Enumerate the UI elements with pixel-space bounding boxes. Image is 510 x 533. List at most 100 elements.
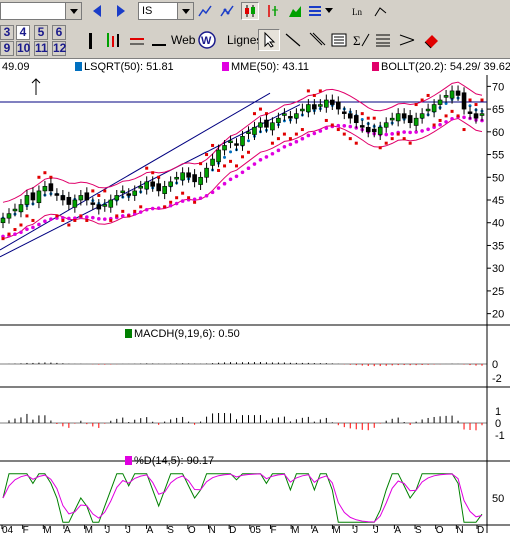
period-button-11[interactable]: 11 [34, 41, 48, 56]
candle-body [90, 202, 96, 205]
candle-body [395, 113, 401, 122]
back-button[interactable] [88, 2, 106, 20]
candle-body [162, 186, 167, 194]
candle-body [282, 113, 287, 116]
sar-point [480, 98, 484, 102]
period-button-12[interactable]: 12 [52, 41, 67, 56]
candle-body [216, 149, 221, 163]
candle-body [84, 192, 90, 201]
candle-body [126, 193, 132, 196]
sar-point [402, 137, 406, 141]
period-button-10[interactable]: 10 [16, 41, 31, 56]
candle-body [192, 174, 197, 183]
y-tick-label: 30 [492, 263, 504, 275]
sar-point [336, 128, 340, 132]
price-value: 49.09 [2, 61, 30, 73]
candle-body [330, 99, 335, 105]
web-globe-icon: W [198, 31, 216, 49]
mme-point [210, 190, 215, 195]
sar-point [330, 123, 334, 127]
candle-body [54, 193, 60, 196]
y-tick-label: 45 [492, 195, 504, 207]
log-scale-button[interactable]: Ln [350, 2, 368, 20]
hline-button[interactable] [126, 29, 148, 51]
line-points-button[interactable] [218, 2, 236, 20]
period-button-3[interactable]: 3 [0, 25, 14, 40]
candle-body [347, 113, 353, 119]
mme-point [43, 219, 47, 224]
candle-body [324, 99, 329, 108]
period-button-5[interactable]: 5 [34, 25, 48, 40]
candle-body [222, 145, 227, 151]
indicator-dropdown[interactable] [321, 2, 336, 20]
candle-body [234, 143, 239, 146]
pointer-tool-button[interactable] [258, 29, 280, 51]
web-label[interactable]: Web [171, 33, 196, 47]
ohlc-button[interactable] [263, 2, 281, 20]
list-icon [309, 6, 321, 16]
candle-body [294, 113, 299, 119]
y-tick-label: 35 [492, 240, 504, 252]
macd-pane[interactable]: 0-2 [0, 359, 510, 388]
line-tool-button[interactable] [372, 2, 390, 20]
y-tick-label: 20 [492, 309, 504, 321]
toolbar-grip[interactable] [86, 31, 96, 49]
candle-body [264, 119, 269, 128]
mme-point [342, 123, 347, 128]
x-tick-label: D [229, 525, 236, 533]
oscillator-pane[interactable]: 10-1 [0, 406, 510, 462]
period-select[interactable] [0, 2, 82, 20]
period-button-6[interactable]: 6 [52, 25, 66, 40]
trendline-tool-button[interactable] [282, 29, 304, 51]
underline-button[interactable] [148, 29, 170, 51]
candle-body [401, 113, 407, 119]
mme-point [156, 206, 161, 210]
trend-line-lower [0, 104, 301, 258]
channel-tool-button[interactable] [306, 29, 328, 51]
forward-button[interactable] [112, 2, 130, 20]
mme-point [19, 230, 23, 235]
stochastic-pane[interactable]: 50 [0, 473, 510, 526]
volume-button[interactable] [102, 29, 124, 51]
chevron-down-icon[interactable] [65, 3, 81, 19]
cursor-arrow-icon [264, 31, 276, 48]
mme-point [462, 115, 466, 120]
sar-point [312, 93, 316, 97]
retracement-tool-button[interactable] [372, 29, 394, 51]
lsqrt-point [246, 139, 250, 143]
period-button-9[interactable]: 9 [0, 41, 14, 56]
candle-body [6, 213, 12, 219]
sar-point [438, 118, 442, 122]
mme-point [240, 170, 245, 175]
sar-point [282, 132, 286, 136]
text-tool-button[interactable] [328, 29, 350, 51]
web-button[interactable]: W [196, 29, 218, 51]
x-tick-label: S [167, 525, 174, 533]
mme-point [408, 130, 412, 135]
candlestick-button[interactable] [241, 2, 259, 20]
fan-tool-button[interactable] [396, 29, 418, 51]
x-tick-label: O [436, 525, 444, 533]
line-chart-button[interactable] [196, 2, 214, 20]
mme-point [438, 122, 442, 127]
x-tick-label: D [477, 525, 484, 533]
svg-text:Σ: Σ [353, 33, 361, 48]
chevron-down-icon[interactable] [321, 2, 336, 18]
fibonacci-tool-button[interactable]: Σ [350, 29, 372, 51]
underline-icon [152, 44, 166, 46]
eraser-tool-button[interactable] [420, 29, 442, 51]
sar-point [288, 137, 292, 141]
mme-point [288, 142, 293, 147]
sar-point [19, 223, 23, 227]
price-pane[interactable]: 70 65 60 55 50 45 40 35 30 25 20 [0, 75, 510, 533]
volume-bars-icon [107, 33, 119, 47]
macd-swatch [125, 329, 132, 338]
chevron-down-icon[interactable] [177, 3, 193, 19]
area-chart-button[interactable] [286, 2, 304, 20]
main-toolbar: IS Ln [0, 0, 510, 24]
period-button-4[interactable]: 4 [16, 25, 30, 40]
candle-body [66, 196, 72, 205]
mme-point [282, 144, 287, 149]
symbol-select[interactable]: IS [138, 2, 194, 20]
